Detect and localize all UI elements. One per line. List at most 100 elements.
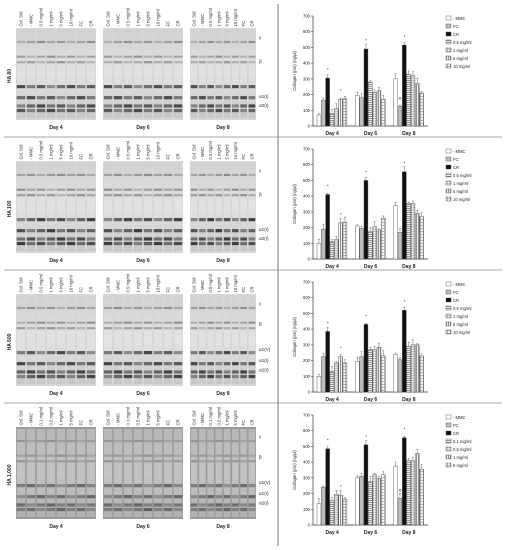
gel-band <box>46 241 56 246</box>
legend-label: 0.5 mg/ml <box>453 173 471 178</box>
y-tick-label: 200 <box>303 92 311 97</box>
gel-band <box>133 188 143 191</box>
gel-band <box>199 194 206 197</box>
bar <box>338 494 343 526</box>
gel-band <box>153 40 163 44</box>
gel-band <box>240 173 247 177</box>
gel-band <box>56 229 66 233</box>
gel-band <box>215 460 223 463</box>
lane-label: Col. Std <box>192 277 197 293</box>
gel-band <box>123 454 133 457</box>
gel-band <box>215 61 223 64</box>
lane-label: CR <box>89 153 94 159</box>
bar <box>393 354 398 393</box>
gel-band <box>153 439 163 443</box>
gel-band <box>26 194 36 197</box>
gel-band <box>103 362 113 366</box>
bar <box>372 226 377 260</box>
gel-band <box>232 503 239 507</box>
gel-band <box>153 507 163 512</box>
bar <box>368 481 373 526</box>
gel-band <box>173 454 183 457</box>
gel-band <box>123 108 133 113</box>
y-tick-label: 300 <box>303 475 311 480</box>
gel-band <box>103 61 113 64</box>
gel-band <box>16 188 26 191</box>
gel-band <box>215 503 223 507</box>
lane-label: 5 mg/ml <box>233 411 238 426</box>
x-tick-label: Day 8 <box>402 397 416 403</box>
gel-band <box>56 40 66 44</box>
gel-band <box>240 351 247 355</box>
bar <box>355 361 360 393</box>
y-tick-label: 100 <box>303 507 311 512</box>
gel-band <box>26 374 36 379</box>
gel-band <box>66 362 76 366</box>
gel-band <box>223 370 231 374</box>
gel-band <box>36 362 46 366</box>
gel-band <box>163 188 173 191</box>
gel-band <box>173 507 183 512</box>
gel-lane <box>103 30 113 118</box>
gel-band <box>76 96 86 100</box>
gel-band <box>207 229 214 233</box>
significance-marker: * <box>404 34 406 39</box>
gel-band <box>207 503 214 507</box>
gel-band <box>199 218 206 222</box>
legend-swatch <box>445 172 452 178</box>
gel-band <box>248 507 256 512</box>
gel-band <box>199 241 206 246</box>
gel-image: Col. Std - MMC 0.5 mg/ml 1 mg/ml 5 mg/ml 10 m… <box>190 141 256 264</box>
gel-band <box>123 460 133 463</box>
gel-band <box>133 104 143 108</box>
lane-label: - MMC <box>116 280 121 293</box>
y-tick-label: 0 <box>308 390 311 395</box>
gel-band <box>240 374 247 379</box>
lane-label: 5 mg/ml <box>59 278 64 293</box>
gel-band <box>86 96 96 100</box>
gel-band <box>56 96 66 100</box>
lane-label: - MMC <box>200 14 205 27</box>
y-tick-label: 100 <box>303 374 311 379</box>
gel-band <box>103 85 113 89</box>
gel-band <box>113 194 123 197</box>
gel-band <box>248 104 256 108</box>
gel-band <box>173 321 183 324</box>
gel-band <box>232 454 239 457</box>
gel-band <box>133 327 143 330</box>
panel-label: HA 1,000 <box>7 464 13 485</box>
bar <box>359 97 364 127</box>
gel-band <box>248 460 256 463</box>
lane-label: CR <box>249 286 254 292</box>
gel-band <box>113 439 123 443</box>
gel-band <box>248 218 256 222</box>
gel-lane <box>240 296 247 384</box>
gel-band <box>153 495 163 499</box>
gel-band <box>133 362 143 366</box>
gel-band <box>66 351 76 355</box>
bar-chart: 0 100 200 300 400 500 600 700 Collagen (pro) (ng… <box>292 14 471 138</box>
gel-band <box>173 370 183 374</box>
lane-label: CR <box>249 20 254 26</box>
gel-band <box>66 495 76 499</box>
gel-band <box>248 321 256 324</box>
gel-lane <box>113 163 123 251</box>
gel-band <box>133 55 143 58</box>
band-label: α1(I) <box>259 491 269 496</box>
lane-label: 1 mg/ml <box>49 145 54 160</box>
gel-band <box>46 108 56 113</box>
lane-label: 10 mg/ml <box>233 142 238 159</box>
gel-band <box>153 374 163 379</box>
gel-band <box>86 104 96 108</box>
gel-band <box>173 40 183 44</box>
gel-band <box>103 460 113 463</box>
bar-chart: 0 100 200 300 400 500 600 700 Collagen (pro) (ng… <box>292 147 471 271</box>
gel-band <box>16 173 26 177</box>
bar <box>381 355 386 393</box>
gel-band <box>113 362 123 366</box>
gel-band <box>163 351 173 355</box>
gel-band <box>113 306 123 310</box>
bar <box>342 362 348 393</box>
